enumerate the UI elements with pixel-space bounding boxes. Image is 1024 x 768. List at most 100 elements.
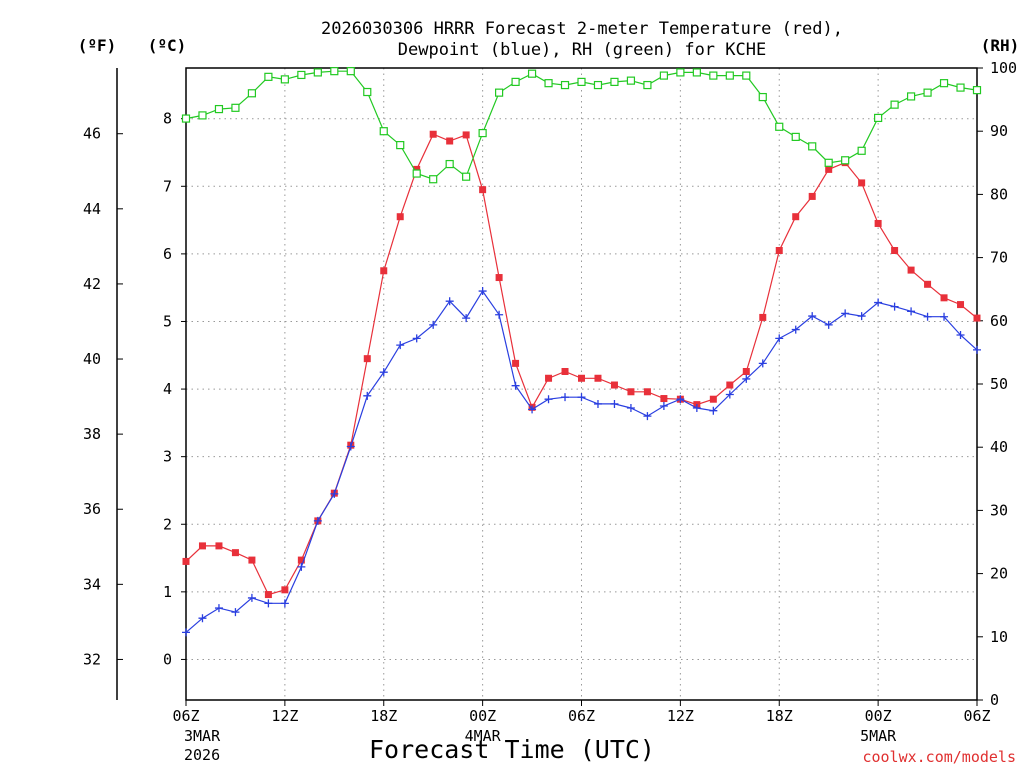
temperature-point — [561, 367, 569, 375]
dewpoint-point — [808, 312, 817, 321]
dewpoint-point — [214, 604, 223, 613]
rh-point — [725, 71, 734, 80]
rh-point — [231, 103, 240, 112]
rh-tick-label: 70 — [990, 249, 1008, 267]
x-date-label: 3MAR — [184, 727, 221, 745]
temperature-point — [182, 557, 190, 565]
temperature-point — [957, 301, 965, 309]
rh-point — [264, 72, 273, 81]
dewpoint-point — [890, 302, 899, 311]
rh-point — [181, 114, 191, 123]
temperature-point — [924, 280, 932, 288]
dewpoint-point — [907, 307, 916, 316]
dewpoint-point — [363, 391, 372, 400]
celsius-tick-label: 0 — [163, 650, 172, 668]
rh-point — [956, 83, 965, 92]
fahrenheit-tick-label: 32 — [83, 650, 101, 668]
rh-tick-label: 60 — [990, 312, 1008, 330]
rh-tick-label: 30 — [990, 501, 1008, 519]
temperature-point — [363, 355, 371, 363]
rh-unit-label: (RH) — [981, 36, 1020, 55]
rh-point — [742, 71, 751, 80]
rh-point — [659, 71, 668, 80]
temperature-point — [742, 367, 750, 375]
temperature-point — [759, 313, 767, 321]
temperature-point — [660, 395, 668, 403]
temperature-point — [198, 542, 206, 550]
rh-tick-label: 50 — [990, 375, 1008, 393]
dewpoint-line — [185, 290, 978, 633]
rh-point — [593, 80, 603, 90]
dewpoint-point — [857, 312, 866, 321]
temperature-point — [479, 186, 487, 194]
x-date-label: 5MAR — [860, 727, 897, 745]
x-year-label: 2026 — [184, 746, 220, 764]
fahrenheit-tick-label: 46 — [83, 125, 101, 143]
temperature-point — [215, 542, 223, 550]
fahrenheit-tick-label: 42 — [83, 275, 101, 293]
dewpoint-point — [725, 390, 734, 399]
rh-point — [709, 71, 718, 80]
dewpoint-point — [824, 320, 833, 329]
x-tick-label: 18Z — [370, 707, 397, 725]
celsius-unit-label: (ºC) — [148, 36, 187, 55]
temperature-point — [775, 247, 783, 255]
dewpoint-point — [511, 381, 520, 390]
rh-point — [214, 104, 224, 114]
rh-point — [445, 159, 454, 169]
rh-point — [247, 89, 257, 98]
dewpoint-point — [973, 345, 981, 354]
dewpoint-point — [610, 399, 619, 408]
credit-text: coolwx.com/models — [862, 748, 1016, 766]
dewpoint-point — [775, 334, 784, 343]
dewpoint-point — [313, 516, 322, 525]
celsius-tick-label: 7 — [163, 177, 172, 195]
dewpoint-point — [874, 298, 883, 307]
temperature-point — [545, 374, 553, 382]
temperature-point — [940, 294, 948, 302]
dewpoint-point — [182, 628, 190, 637]
rh-point — [939, 79, 949, 88]
temperature-point — [231, 549, 239, 557]
dewpoint-point — [577, 393, 586, 402]
x-tick-label: 06Z — [963, 707, 990, 725]
temperature-point — [825, 165, 833, 173]
rh-point — [330, 67, 339, 76]
dewpoint-point — [198, 614, 207, 623]
rh-point — [577, 77, 586, 87]
rh-point — [527, 69, 537, 78]
rh-point — [626, 76, 636, 85]
celsius-tick-label: 2 — [163, 515, 172, 533]
rh-point — [379, 127, 388, 136]
rh-point — [972, 86, 982, 95]
temperature-point — [248, 556, 256, 564]
rh-point — [198, 111, 207, 120]
rh-point — [363, 87, 372, 97]
rh-point — [890, 100, 899, 109]
plot-frame — [185, 67, 978, 701]
rh-point — [610, 77, 619, 87]
fahrenheit-tick-label: 34 — [83, 575, 101, 593]
fahrenheit-tick-label: 44 — [83, 200, 101, 218]
rh-point — [874, 113, 883, 123]
celsius-tick-label: 5 — [163, 312, 172, 330]
dewpoint-point — [643, 412, 652, 421]
rh-point — [906, 92, 916, 101]
dewpoint-point — [692, 403, 701, 412]
dewpoint-point — [445, 297, 454, 306]
temperature-point — [709, 395, 717, 403]
dewpoint-point — [346, 442, 355, 451]
rh-point — [297, 70, 306, 80]
celsius-tick-label: 4 — [163, 380, 172, 398]
rh-point — [857, 146, 866, 155]
temperature-point — [297, 556, 305, 564]
temperature-point — [643, 388, 651, 396]
rh-point — [544, 79, 553, 88]
rh-point — [495, 88, 504, 97]
rh-point — [280, 75, 289, 84]
dewpoint-point — [478, 287, 487, 296]
rh-point — [396, 141, 405, 150]
rh-point — [923, 88, 932, 97]
